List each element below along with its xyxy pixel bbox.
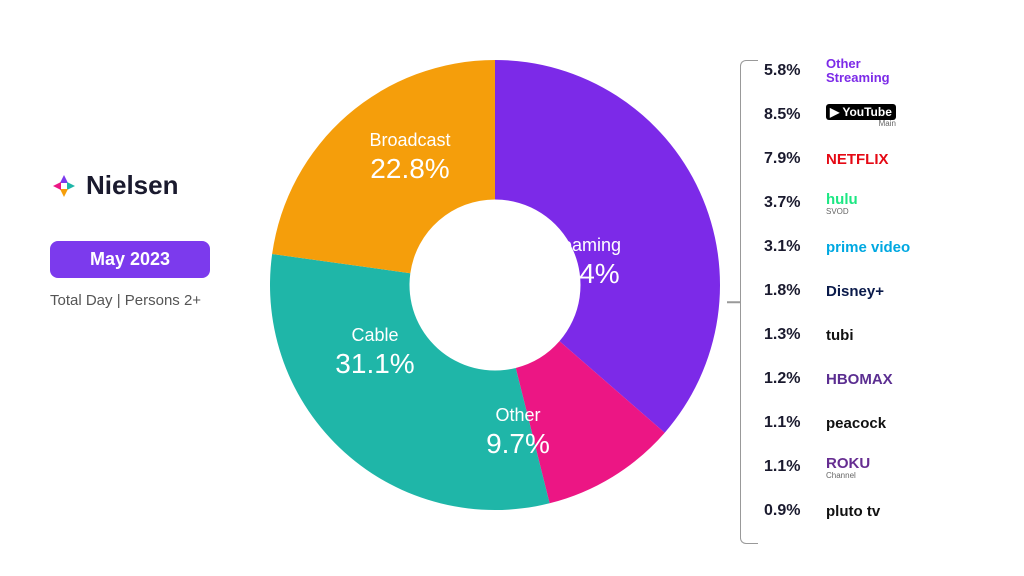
stream-row: 1.1% ROKUChannel (764, 456, 994, 478)
stream-pct: 1.2% (764, 370, 812, 388)
stream-pct: 1.3% (764, 326, 812, 344)
stream-service-label: ▶ YouTubeMain (826, 103, 896, 128)
stream-service-label: huluSVOD (826, 191, 858, 216)
stream-row: 3.7% huluSVOD (764, 192, 994, 214)
stream-row: 3.1% prime video (764, 236, 994, 258)
brand-lockup: Nielsen (50, 170, 230, 201)
stream-pct: 7.9% (764, 150, 812, 168)
stream-row: 8.5% ▶ YouTubeMain (764, 104, 994, 126)
stream-row: 1.8% Disney+ (764, 280, 994, 302)
donut-slice-broadcast (272, 60, 495, 273)
stream-service-label: peacock (826, 415, 886, 432)
stream-row: 1.2% HBOMAX (764, 368, 994, 390)
stream-row: 5.8% OtherStreaming (764, 60, 994, 82)
stream-service-label: Disney+ (826, 283, 884, 300)
stream-service-label: OtherStreaming (826, 57, 890, 84)
stream-pct: 1.1% (764, 414, 812, 432)
stream-pct: 3.1% (764, 238, 812, 256)
stream-service-label: ROKUChannel (826, 455, 870, 480)
streaming-breakdown-list: 5.8% OtherStreaming 8.5% ▶ YouTubeMain 7.9% N… (764, 60, 994, 544)
stream-service-label: NETFLIX (826, 151, 889, 168)
stream-service-label: pluto tv (826, 503, 880, 520)
stream-row: 1.1% peacock (764, 412, 994, 434)
donut-slice-cable (270, 254, 550, 510)
brand-name: Nielsen (86, 170, 179, 201)
stream-row: 7.9% NETFLIX (764, 148, 994, 170)
subtitle: Total Day | Persons 2+ (50, 292, 230, 309)
stream-pct: 1.8% (764, 282, 812, 300)
stream-service-label: prime video (826, 239, 910, 256)
donut-chart: Streaming36.4%Other9.7%Cable31.1%Broadca… (270, 60, 720, 510)
stream-service-label: tubi (826, 327, 854, 344)
stream-row: 1.3% tubi (764, 324, 994, 346)
stream-pct: 8.5% (764, 106, 812, 124)
bracket-icon (740, 60, 758, 544)
left-info-panel: Nielsen May 2023 Total Day | Persons 2+ (50, 170, 230, 309)
stream-pct: 5.8% (764, 62, 812, 80)
stream-row: 0.9% pluto tv (764, 500, 994, 522)
date-pill: May 2023 (50, 241, 210, 278)
nielsen-logo-icon (50, 172, 78, 200)
stream-pct: 3.7% (764, 194, 812, 212)
stream-service-label: HBOMAX (826, 371, 893, 388)
stream-pct: 0.9% (764, 502, 812, 520)
stream-pct: 1.1% (764, 458, 812, 476)
